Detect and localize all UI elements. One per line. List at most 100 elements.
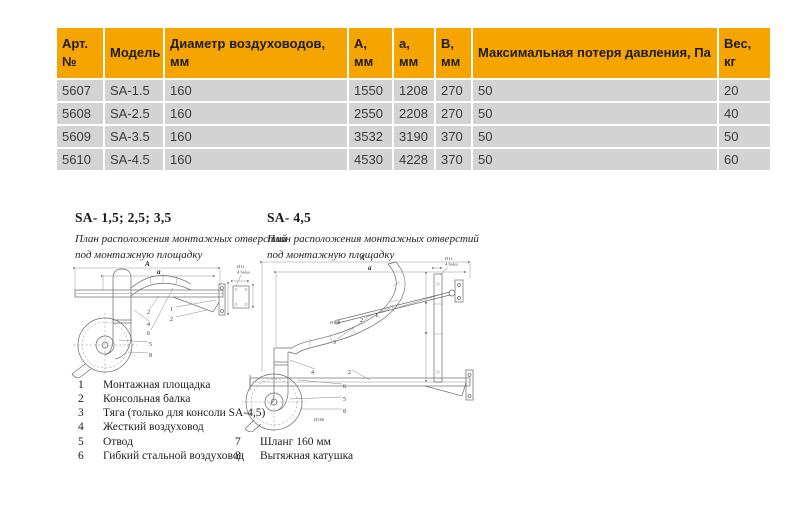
cell-pressure: 50 bbox=[473, 80, 717, 101]
cell-art: 5609 bbox=[57, 126, 103, 147]
cell-art: 5610 bbox=[57, 149, 103, 170]
right-technical-drawing: А а bbox=[240, 252, 478, 432]
svg-text:1: 1 bbox=[170, 307, 173, 313]
legend-item: 6 Гибкий стальной воздуховод bbox=[78, 450, 244, 462]
cell-diameter: 160 bbox=[165, 103, 347, 124]
left-drawing-caption: План расположения монтажных отверстий по… bbox=[75, 233, 287, 261]
cell-A: 4530 bbox=[349, 149, 392, 170]
left-rigid-duct bbox=[112, 268, 132, 338]
cell-weight: 60 bbox=[719, 149, 770, 170]
legend-item: 5 Отвод bbox=[78, 436, 133, 448]
svg-text:4: 4 bbox=[147, 322, 150, 328]
legend-number: 8 bbox=[235, 450, 241, 462]
col-header-a: а, мм bbox=[394, 28, 434, 78]
right-rod-bracket bbox=[448, 279, 464, 303]
svg-text:6: 6 bbox=[147, 331, 150, 337]
right-beam-wall-plate bbox=[465, 369, 474, 401]
right-holes-note: 4 holes bbox=[445, 262, 458, 267]
legend-number: 5 bbox=[78, 436, 84, 448]
cell-weight: 40 bbox=[719, 103, 770, 124]
cell-weight: 20 bbox=[719, 80, 770, 101]
right-plate-detail: Ø11 4 holes bbox=[424, 256, 458, 383]
right-beam bbox=[249, 375, 471, 397]
left-callouts: 2 4 6 1 2 5 8 bbox=[118, 287, 217, 359]
legend-label: Гибкий стальной воздуховод bbox=[103, 450, 245, 462]
table-row: 5610 SA-4.5 160 4530 4228 370 50 60 bbox=[57, 149, 770, 170]
right-dim-a: а bbox=[274, 264, 467, 347]
cell-art: 5608 bbox=[57, 103, 103, 124]
legend-item: 1 Монтажная площадка bbox=[78, 379, 210, 391]
col-header-diameter: Диаметр воздуховодов, мм bbox=[165, 28, 347, 78]
left-dim-A: А bbox=[73, 260, 221, 290]
cell-model: SA-3.5 bbox=[105, 126, 163, 147]
legend-label: Консольная балка bbox=[103, 393, 191, 405]
svg-text:5: 5 bbox=[343, 397, 346, 403]
svg-text:5: 5 bbox=[149, 342, 152, 348]
svg-text:а: а bbox=[157, 268, 161, 276]
right-hole-dia-note: Ø11 bbox=[445, 256, 453, 261]
cell-diameter: 160 bbox=[165, 126, 347, 147]
legend-number: 6 bbox=[78, 450, 84, 462]
col-header-weight: Вес, кг bbox=[719, 28, 770, 78]
cell-A: 2550 bbox=[349, 103, 392, 124]
cell-B: 370 bbox=[436, 126, 471, 147]
right-dia-label-top: Ø160 bbox=[330, 320, 341, 325]
svg-text:4: 4 bbox=[311, 370, 314, 376]
left-plate-detail: Ø11 4 holes bbox=[231, 264, 255, 309]
right-drawing-title: SA- 4,5 bbox=[267, 210, 312, 225]
left-holes-note: 4 holes bbox=[237, 270, 250, 275]
cell-a: 4228 bbox=[394, 149, 434, 170]
svg-text:6: 6 bbox=[343, 384, 346, 390]
left-hole-dia-note: Ø11 bbox=[237, 264, 245, 269]
left-flexible-duct bbox=[130, 274, 192, 297]
cell-diameter: 160 bbox=[165, 149, 347, 170]
col-header-A: А, мм bbox=[349, 28, 392, 78]
right-hose-outlet bbox=[244, 419, 262, 432]
legend-label: Вытяжная катушка bbox=[260, 450, 354, 462]
cell-art: 5607 bbox=[57, 80, 103, 101]
cell-model: SA-2.5 bbox=[105, 103, 163, 124]
svg-text:2: 2 bbox=[360, 318, 363, 324]
right-exhaust-reel bbox=[242, 370, 306, 432]
parts-legend: 1 Монтажная площадка 2 Консольная балка 3 Т… bbox=[60, 379, 480, 469]
cell-B: 270 bbox=[436, 80, 471, 101]
right-drawing-caption: План расположения монтажных отверстий по… bbox=[267, 233, 479, 261]
legend-number: 1 bbox=[78, 379, 84, 391]
col-header-model: Модель bbox=[105, 28, 163, 78]
cell-A: 1550 bbox=[349, 80, 392, 101]
legend-item: 7 Шланг 160 мм bbox=[235, 436, 331, 448]
legend-item: 8 Вытяжная катушка bbox=[235, 450, 353, 462]
legend-label: Шланг 160 мм bbox=[260, 436, 331, 448]
table-row: 5607 SA-1.5 160 1550 1208 270 50 20 bbox=[57, 80, 770, 101]
col-header-pressure: Максимальная потеря давления, Па bbox=[473, 28, 717, 78]
cell-pressure: 50 bbox=[473, 103, 717, 124]
svg-text:А: А bbox=[359, 254, 365, 262]
cell-B: 370 bbox=[436, 149, 471, 170]
left-wall-plate bbox=[218, 282, 230, 316]
cell-a: 2208 bbox=[394, 103, 434, 124]
table-row: 5609 SA-3.5 160 3532 3190 370 50 50 bbox=[57, 126, 770, 147]
svg-text:8: 8 bbox=[343, 409, 346, 415]
left-dim-a: а bbox=[101, 268, 216, 290]
svg-text:3: 3 bbox=[333, 340, 336, 346]
col-header-B: В, мм bbox=[436, 28, 471, 78]
cell-A: 3532 bbox=[349, 126, 392, 147]
spec-table: Арт. № Модель Диаметр воздуховодов, мм А… bbox=[55, 26, 772, 172]
left-technical-drawing: А а bbox=[55, 260, 260, 378]
left-hose-outlet bbox=[71, 363, 92, 378]
cell-pressure: 50 bbox=[473, 126, 717, 147]
left-drawing-title: SA- 1,5; 2,5; 3,5 bbox=[75, 210, 172, 225]
left-exhaust-reel bbox=[73, 313, 137, 376]
legend-number: 7 bbox=[235, 436, 241, 448]
table-header-row: Арт. № Модель Диаметр воздуховодов, мм А… bbox=[57, 28, 770, 78]
left-bracket bbox=[172, 296, 220, 313]
legend-number: 2 bbox=[78, 393, 84, 405]
left-beam bbox=[74, 289, 224, 298]
right-dia-label-bottom: Ø160 bbox=[314, 417, 325, 422]
cell-model: SA-1.5 bbox=[105, 80, 163, 101]
svg-text:А: А bbox=[144, 260, 150, 268]
legend-label: Жесткий воздуховод bbox=[103, 421, 204, 433]
cell-diameter: 160 bbox=[165, 80, 347, 101]
right-flexible-duct bbox=[291, 261, 406, 355]
